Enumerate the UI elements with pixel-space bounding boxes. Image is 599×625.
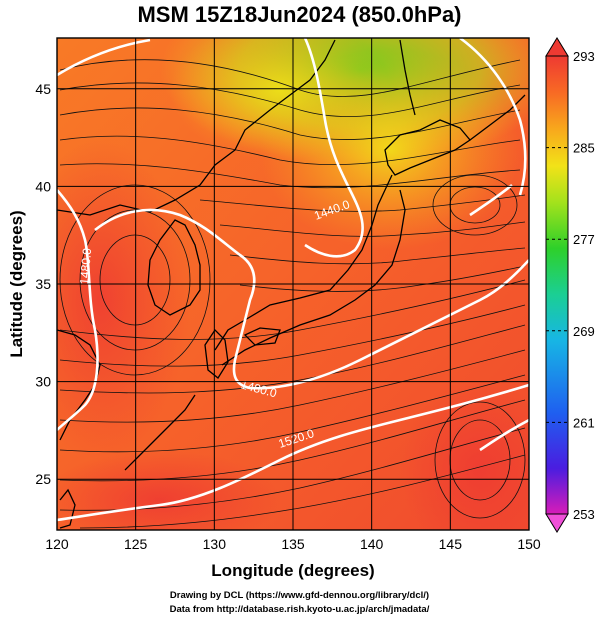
colorbar-tick-label: 269 [573,324,595,339]
colorbar-top-arrow [545,37,569,57]
lat-lon-grid [57,38,529,530]
plot-frame [56,37,530,531]
colorbar-fill [545,55,569,515]
credit-data: Data from http://database.rish.kyoto-u.a… [169,604,430,615]
x-tick-labels: 120 125 130 135 140 145 150 [45,536,541,552]
x-tick-label: 145 [439,536,463,552]
colorbar-tick-label: 285 [573,141,595,156]
y-tick-label: 35 [35,276,51,292]
contour-1440-north [57,38,151,77]
coastline-japan-honshu [214,174,393,351]
contour-1480-left [57,189,99,431]
colorbar-tick-label: 293 [573,49,595,64]
y-axis-label: Latitude (degrees) [7,210,26,357]
contour-1440 [303,38,364,258]
coastline-sakhalin [399,39,416,116]
coastlines [57,39,526,529]
y-tick-label: 25 [35,471,51,487]
x-tick-label: 120 [45,536,69,552]
chart-title: MSM 15Z18Jun2024 (850.0hPa) [137,2,462,27]
colorbar-tick-label: 253 [573,507,595,522]
credit-drawing: Drawing by DCL (https://www.gfd-dennou.o… [169,590,430,601]
colorbar-tick-label: 277 [573,232,595,247]
contour-1480-korea [94,208,529,390]
contour-1520-east [479,418,529,452]
x-tick-label: 140 [360,536,384,552]
x-tick-label: 130 [203,536,227,552]
x-tick-label: 135 [281,536,305,552]
coastline-korea [147,219,201,316]
colorbar-bottom-arrow [545,513,569,533]
coastline-hokkaido [384,119,471,176]
coastline-kyushu [204,328,229,379]
colorbar-tick-label: 261 [573,415,595,430]
x-tick-label: 125 [124,536,148,552]
y-tick-labels: 25 30 35 40 45 [35,81,51,487]
coastline-taiwan [59,488,76,529]
wind-streamlines [59,59,526,529]
contour-1480-northeast [469,184,513,217]
y-tick-label: 45 [35,81,51,97]
x-tick-label: 150 [517,536,541,552]
colorbar: 293 285 277 269 261 253 [545,37,595,533]
y-tick-label: 30 [35,374,51,390]
height-contours [57,38,529,522]
coastline-kuril [469,94,526,141]
credits: Drawing by DCL (https://www.gfd-dennou.o… [0,589,599,617]
coastline-japan-honshu-south [221,189,406,366]
coastline-asia-mainland [57,39,336,216]
temperature-field [57,38,529,530]
x-axis-label: Longitude (degrees) [211,561,374,580]
contour-label: 1480.0 [77,247,94,285]
contour-1520 [57,383,529,522]
coastline-ryukyu [124,394,196,471]
contour-1440-east [459,38,527,196]
y-tick-label: 40 [35,178,51,194]
coastline-shikoku [243,327,281,346]
